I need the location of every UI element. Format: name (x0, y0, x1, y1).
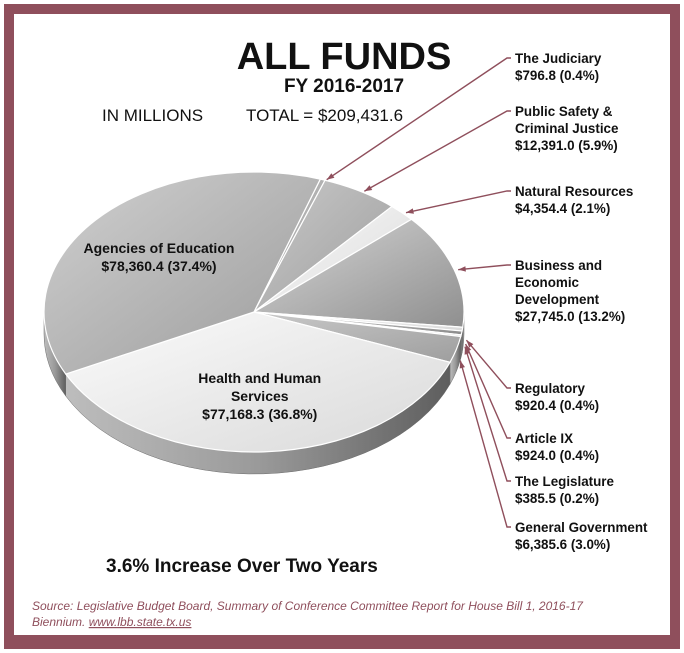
slice-value-label: $27,745.0 (13.2%) (515, 309, 625, 324)
chart-title: ALL FUNDS (237, 36, 452, 78)
slice-label-regulatory: Regulatory $920.4 (0.4%) (515, 381, 599, 413)
leader-line-the-legislature (464, 346, 511, 482)
slice-name-label: Regulatory (515, 381, 585, 396)
slice-label-health-and-human-services: Health and Human Services $77,168.3 (36.8%… (198, 370, 321, 422)
leader-lines (326, 57, 511, 528)
source-text: Source: Legislative Budget Board, Summar… (32, 599, 584, 613)
slice-label-public-safety-and-criminal-justice: Public Safety & Criminal Justice $12,391.0… (515, 104, 618, 153)
slice-name-label: Development (515, 292, 600, 307)
slice-name-label: Services (231, 388, 289, 404)
slice-name-label: Article IX (515, 431, 573, 446)
slice-labels: The Judiciary $796.8 (0.4%) Public Safety … (84, 51, 648, 552)
leader-line-article-ix (464, 343, 511, 439)
leader-line-business-and-economic-development (458, 264, 511, 271)
slice-label-the-judiciary: The Judiciary $796.8 (0.4%) (515, 51, 602, 83)
slice-name-label: Criminal Justice (515, 121, 618, 136)
leader-arrow-natural-resources (406, 208, 414, 214)
leader-line-the-judiciary (326, 57, 511, 181)
leader-arrow-the-judiciary (326, 173, 335, 180)
slice-name-label: Economic (515, 275, 580, 290)
chart-subtitle: FY 2016-2017 (284, 76, 404, 97)
slice-value-label: $385.5 (0.2%) (515, 491, 599, 506)
pie-slices (43, 171, 465, 453)
chart-footer: 3.6% Increase Over Two Years (106, 556, 378, 577)
source-link[interactable]: www.lbb.state.tx.us (89, 615, 192, 629)
slice-label-article-ix: Article IX $924.0 (0.4%) (515, 431, 599, 463)
slice-name-label: Business and (515, 258, 602, 273)
source-text-line2: Biennium. www.lbb.state.tx.us (32, 615, 191, 629)
slice-value-label: $4,354.4 (2.1%) (515, 201, 610, 216)
slice-label-natural-resources: Natural Resources $4,354.4 (2.1%) (515, 184, 633, 216)
chart-panel: ALL FUNDS FY 2016-2017 IN MILLIONS TOTAL… (14, 14, 670, 635)
leader-arrow-business-and-economic-development (458, 266, 466, 272)
slice-value-label: $796.8 (0.4%) (515, 68, 599, 83)
leader-line-general-government (459, 360, 511, 528)
leader-arrow-general-government (459, 360, 465, 369)
leader-line-natural-resources (405, 190, 511, 214)
pie-slice-agencies-of-education (43, 171, 322, 375)
pie-slice-business-and-economic-development (252, 218, 465, 328)
slice-name-label: General Government (515, 520, 648, 535)
slice-label-agencies-of-education: Agencies of Education $78,360.4 (37.4%) (84, 240, 235, 274)
units-label: IN MILLIONS (102, 106, 203, 125)
slice-value-label: $6,385.6 (3.0%) (515, 537, 610, 552)
pie-chart: ALL FUNDS FY 2016-2017 IN MILLIONS TOTAL… (32, 36, 648, 629)
slice-name-label: Natural Resources (515, 184, 633, 199)
slice-name-label: Agencies of Education (84, 240, 235, 256)
source-text-biennium: Biennium. (32, 615, 85, 629)
leader-line-regulatory (465, 339, 511, 389)
slice-value-label: $78,360.4 (37.4%) (101, 258, 216, 274)
slice-name-label: The Legislature (515, 474, 614, 489)
slice-value-label: $920.4 (0.4%) (515, 398, 599, 413)
leader-arrow-regulatory (466, 340, 474, 348)
leader-arrow-the-legislature (464, 346, 470, 355)
slice-label-general-government: General Government $6,385.6 (3.0%) (515, 520, 648, 552)
total-label: TOTAL = $209,431.6 (246, 106, 403, 125)
slice-name-label: The Judiciary (515, 51, 602, 66)
leader-arrow-public-safety-and-criminal-justice (364, 185, 373, 192)
slice-label-business-and-economic-development: Business and Economic Development $27,745.0… (515, 258, 625, 324)
slice-value-label: $12,391.0 (5.9%) (515, 138, 618, 153)
pie-slice-health-and-human-services (64, 311, 451, 453)
slice-label-the-legislature: The Legislature $385.5 (0.2%) (515, 474, 614, 506)
slice-value-label: $77,168.3 (36.8%) (202, 406, 317, 422)
slice-value-label: $924.0 (0.4%) (515, 448, 599, 463)
slice-name-label: Health and Human (198, 370, 321, 386)
leader-line-public-safety-and-criminal-justice (363, 110, 511, 192)
slice-name-label: Public Safety & (515, 104, 613, 119)
